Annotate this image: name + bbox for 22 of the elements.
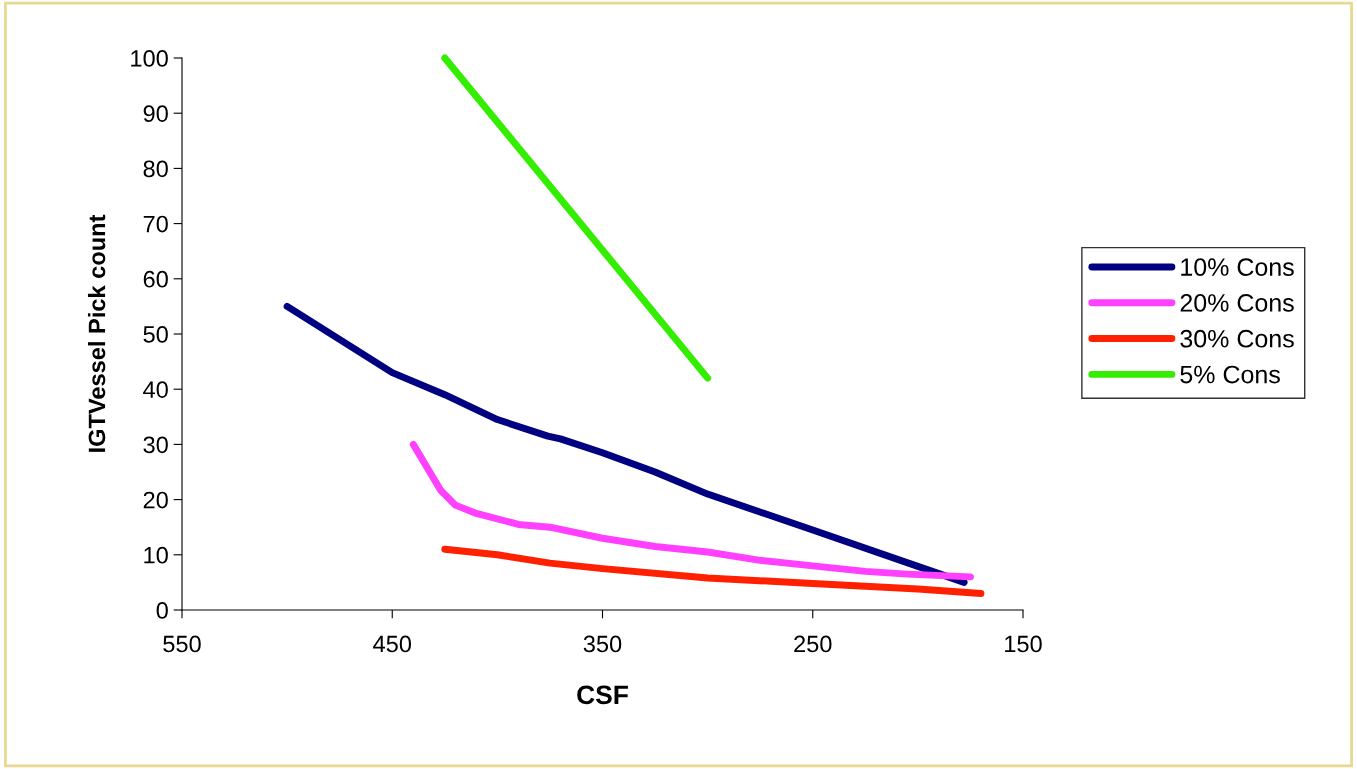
x-tick-label: 550 [163,635,201,653]
y-tick-label: 10 [144,546,168,564]
legend-label: 5% Cons [1180,365,1280,384]
y-tick-label: 80 [143,160,168,178]
legend-label: 30% Cons [1180,329,1294,348]
y-tick-label: 40 [143,381,168,398]
y-tick-label: 70 [143,215,168,233]
legend-label: 20% Cons [1180,294,1294,312]
y-tick-label: 0 [156,602,168,619]
y-tick-label: 50 [143,326,168,343]
x-tick-label: 250 [794,635,832,653]
x-tick-label: 150 [1005,635,1042,653]
y-tick-label: 100 [131,50,168,67]
x-tick-label: 350 [583,635,622,653]
x-tick-label: 450 [373,635,412,653]
y-tick-label: 20 [143,491,168,509]
y-axis-title: IGTVessel Pick count [87,214,106,452]
y-tick-label: 60 [143,270,168,288]
x-axis-title: CSF [577,685,628,705]
legend-label: 10% Cons [1181,258,1294,276]
y-tick-label: 30 [143,436,168,454]
y-tick-label: 90 [143,105,168,122]
